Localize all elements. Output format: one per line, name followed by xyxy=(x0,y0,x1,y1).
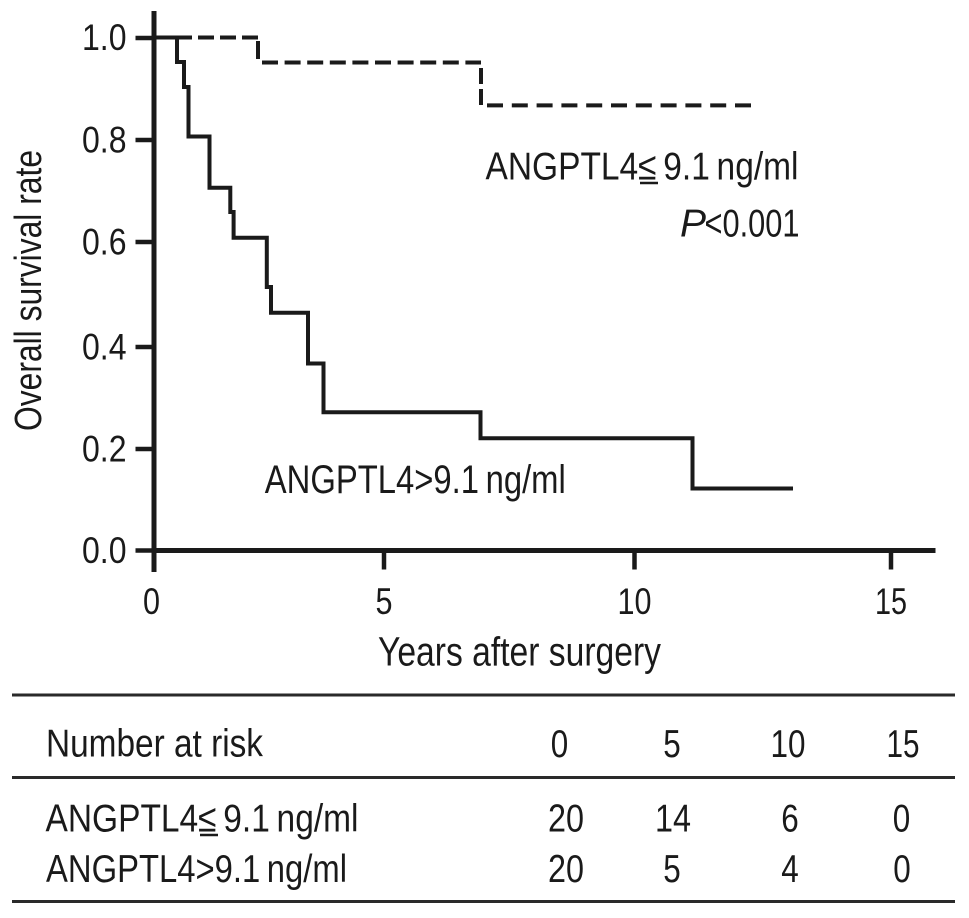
svg-text:15: 15 xyxy=(875,581,907,622)
svg-text:<0.001: <0.001 xyxy=(705,203,800,246)
svg-text:0.4: 0.4 xyxy=(82,327,127,368)
svg-text:Number at risk: Number at risk xyxy=(46,723,263,766)
svg-text:P: P xyxy=(680,203,706,246)
svg-text:Years after surgery: Years after surgery xyxy=(378,629,661,675)
svg-text:0.2: 0.2 xyxy=(82,429,127,470)
svg-text:20: 20 xyxy=(548,797,584,840)
svg-text:ANGPTL4≤ 9.1 ng/ml: ANGPTL4≤ 9.1 ng/ml xyxy=(46,797,359,840)
svg-text:ANGPTL4>9.1 ng/ml: ANGPTL4>9.1 ng/ml xyxy=(265,458,566,502)
svg-text:15: 15 xyxy=(887,723,920,766)
svg-text:5: 5 xyxy=(663,848,681,891)
svg-text:20: 20 xyxy=(548,848,584,891)
svg-text:5: 5 xyxy=(376,581,393,622)
svg-text:10: 10 xyxy=(771,723,806,766)
svg-text:Overall survival rate: Overall survival rate xyxy=(8,150,50,431)
svg-text:ANGPTL4≤ 9.1 ng/ml: ANGPTL4≤ 9.1 ng/ml xyxy=(486,146,799,189)
svg-text:ANGPTL4>9.1 ng/ml: ANGPTL4>9.1 ng/ml xyxy=(46,848,347,891)
svg-text:1.0: 1.0 xyxy=(82,17,127,58)
svg-text:0.6: 0.6 xyxy=(82,222,127,263)
svg-text:0: 0 xyxy=(893,797,911,840)
svg-text:6: 6 xyxy=(781,797,799,840)
svg-text:14: 14 xyxy=(655,797,691,840)
svg-text:5: 5 xyxy=(663,723,681,766)
svg-text:0: 0 xyxy=(893,848,911,891)
svg-text:0: 0 xyxy=(143,581,160,622)
svg-text:0.8: 0.8 xyxy=(82,120,127,161)
svg-text:0: 0 xyxy=(551,723,569,766)
svg-text:4: 4 xyxy=(781,848,799,891)
svg-text:0.0: 0.0 xyxy=(82,530,127,571)
svg-text:10: 10 xyxy=(618,581,652,622)
